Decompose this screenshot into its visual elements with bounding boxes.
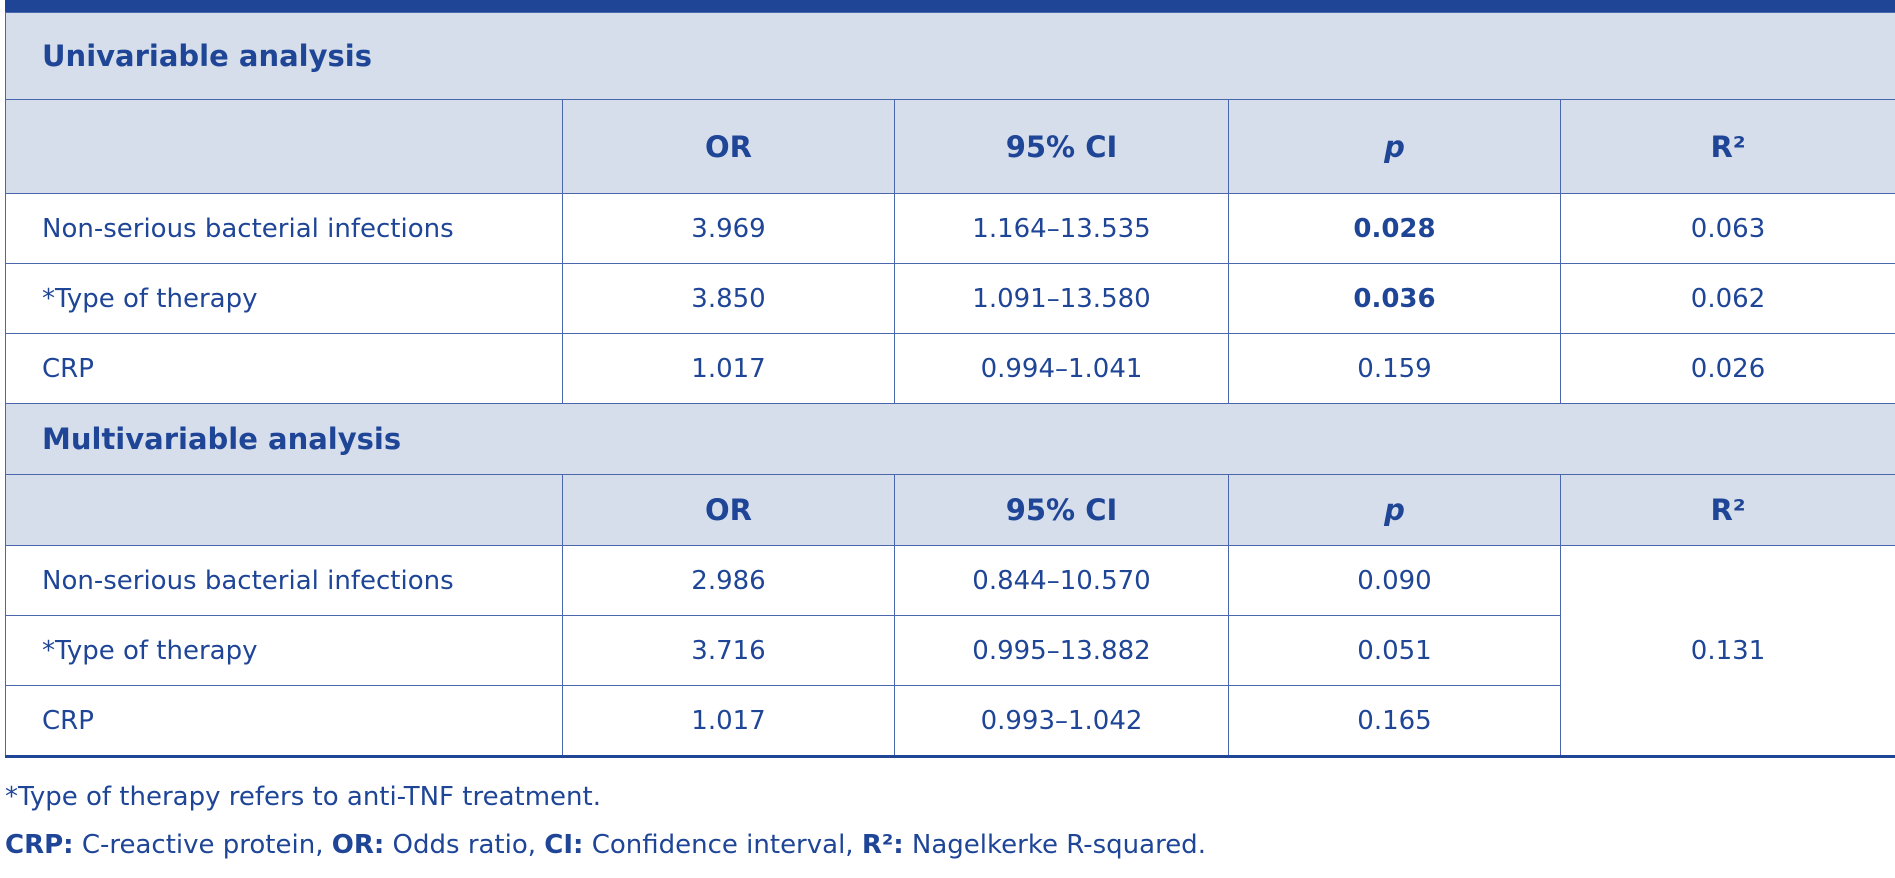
header-cell: 95% CI (894, 99, 1229, 194)
row-label: Non-serious bacterial infections (5, 545, 563, 616)
cell: 0.026 (1559, 333, 1895, 404)
cell: 0.993–1.042 (894, 685, 1229, 758)
cell: 0.036 (1228, 263, 1561, 334)
header-row: OR 95% CI p R² (5, 99, 1895, 194)
cell: 0.159 (1228, 333, 1561, 404)
cell: 3.969 (562, 193, 895, 264)
abbr-text: Nagelkerke R-squared. (903, 830, 1206, 860)
cell: 1.017 (562, 333, 895, 404)
section-row: Multivariable analysis (4, 403, 1895, 475)
cell: 0.028 (1228, 193, 1561, 264)
abbr-term: CI: (544, 830, 584, 860)
data-row: CRP 1.017 0.993–1.042 0.165 (5, 685, 1895, 758)
cell: 2.986 (562, 545, 895, 616)
data-row: Non-serious bacterial infections 3.969 1.1… (5, 193, 1895, 264)
header-cell: 95% CI (894, 474, 1229, 546)
cell: 0.062 (1559, 263, 1895, 334)
abbr-term: OR: (331, 830, 385, 860)
header-cell: p (1228, 99, 1561, 194)
abbreviations: CRP: C-reactive protein, OR: Odds ratio,… (5, 830, 1206, 860)
header-cell: R² (1559, 474, 1895, 546)
top-bar (5, 0, 1895, 12)
abbr-term: CRP: (5, 830, 74, 860)
header-cell: OR (562, 99, 895, 194)
section-title: Multivariable analysis (4, 403, 1895, 475)
section-title: Univariable analysis (4, 12, 1895, 100)
cell: 1.017 (562, 685, 895, 758)
header-cell (5, 474, 563, 546)
header-row: OR 95% CI p R² (5, 474, 1895, 546)
cell: 3.716 (562, 615, 895, 686)
abbr-text: Odds ratio, (384, 830, 545, 860)
data-row: CRP 1.017 0.994–1.041 0.159 0.026 (5, 333, 1895, 404)
header-cell: R² (1559, 99, 1895, 194)
header-cell: OR (562, 474, 895, 546)
cell: 0.994–1.041 (894, 333, 1229, 404)
cell: 0.844–10.570 (894, 545, 1229, 616)
cell: 0.995–13.882 (894, 615, 1229, 686)
footnotes: *Type of therapy refers to anti-TNF trea… (5, 782, 1206, 878)
row-label: *Type of therapy (5, 615, 563, 686)
cell: 3.850 (562, 263, 895, 334)
data-row: *Type of therapy 3.850 1.091–13.580 0.036 0.… (5, 263, 1895, 334)
cell: 0.090 (1228, 545, 1561, 616)
merged-cell: 0.131 (1559, 545, 1895, 758)
cell: 1.091–13.580 (894, 263, 1229, 334)
row-label: CRP (5, 333, 563, 404)
footnote: *Type of therapy refers to anti-TNF trea… (5, 782, 601, 812)
cell: 0.051 (1228, 615, 1561, 686)
section-row: Univariable analysis (4, 12, 1895, 100)
cell: 0.165 (1228, 685, 1561, 758)
table-container: Univariable analysis OR 95% CI p R² Non-serio… (4, 0, 1895, 758)
header-cell (5, 99, 563, 194)
row-label: Non-serious bacterial infections (5, 193, 563, 264)
row-label: *Type of therapy (5, 263, 563, 334)
results-table: Univariable analysis OR 95% CI p R² Non-serio… (4, 12, 1895, 758)
abbr-text: C-reactive protein, (73, 830, 332, 860)
abbr-term: R²: (861, 830, 904, 860)
row-label: CRP (5, 685, 563, 758)
abbr-text: Confidence interval, (583, 830, 862, 860)
cell: 0.063 (1559, 193, 1895, 264)
data-row: Non-serious bacterial infections 2.986 0.8… (5, 545, 1895, 758)
cell: 1.164–13.535 (894, 193, 1229, 264)
header-cell: p (1228, 474, 1561, 546)
